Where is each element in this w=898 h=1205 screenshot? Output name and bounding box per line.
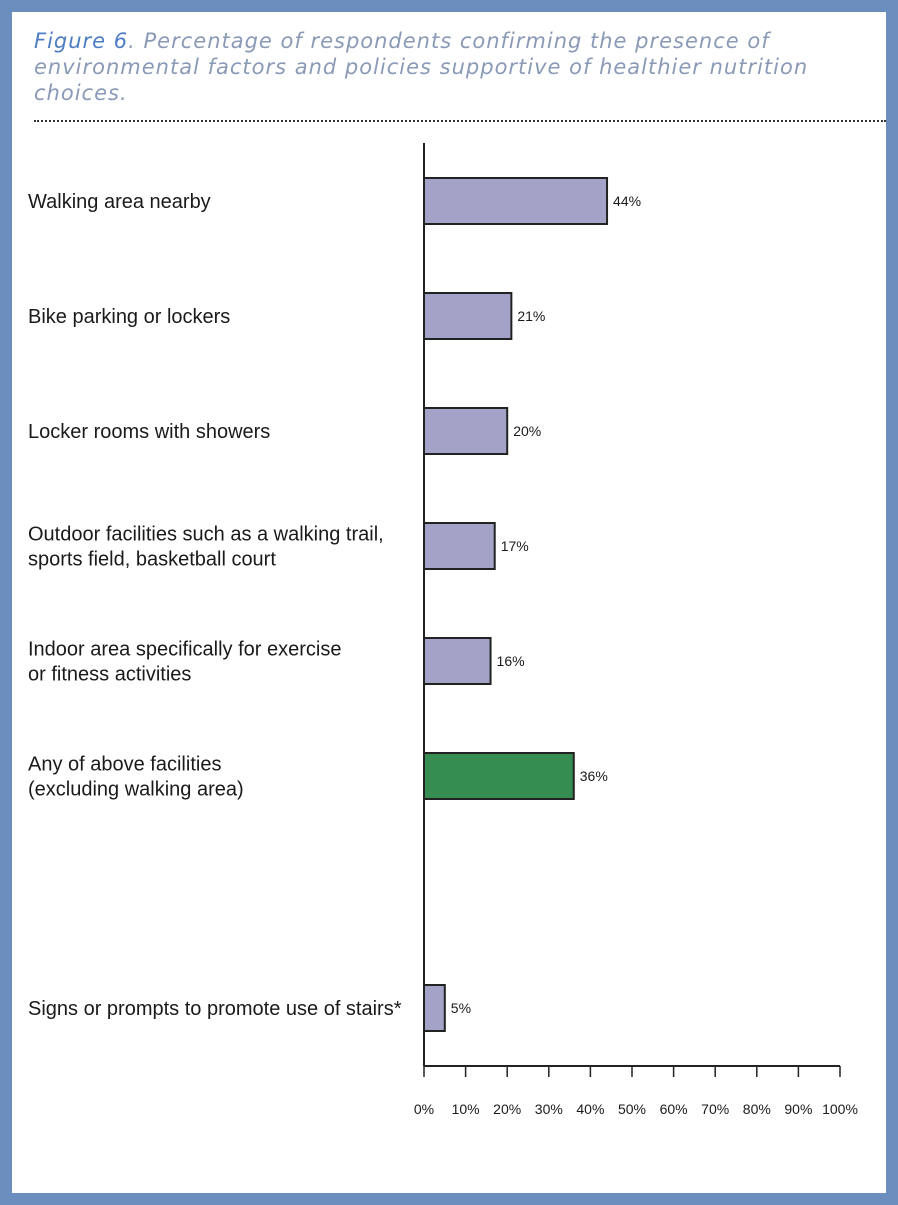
x-tick-label: 10%	[452, 1101, 480, 1117]
figure-title: Figure 6. Percentage of respondents conf…	[34, 28, 874, 106]
category-label: Signs or prompts to promote use of stair…	[28, 998, 402, 1020]
category-label-line: sports field, basketball court	[28, 549, 276, 571]
category-label: Bike parking or lockers	[28, 306, 230, 328]
bar	[423, 637, 492, 685]
category-label: Any of above facilities (excluding walkin…	[28, 754, 244, 801]
category-label-line: Outdoor facilities such as a walking tra…	[28, 524, 384, 546]
x-tick-label: 40%	[576, 1101, 604, 1117]
category-labels: Walking area nearby Bike parking or locke…	[28, 191, 402, 1020]
figure-number: Figure 6	[34, 29, 129, 53]
category-label-line: Locker rooms with showers	[28, 421, 270, 443]
value-label: 16%	[497, 653, 525, 669]
bar	[423, 984, 446, 1032]
bar	[423, 292, 513, 340]
bar	[423, 407, 509, 455]
title-divider	[34, 120, 886, 122]
category-label-line: Bike parking or lockers	[28, 306, 230, 328]
value-label: 17%	[501, 538, 529, 554]
bar	[423, 752, 575, 800]
x-tick-label: 100%	[822, 1101, 858, 1117]
x-tick-label: 90%	[784, 1101, 812, 1117]
figure-caption: . Percentage of respondents confirming t…	[34, 29, 809, 105]
x-tick-label: 50%	[618, 1101, 646, 1117]
category-label-line: or fitness activities	[28, 664, 191, 686]
x-tick-label: 60%	[660, 1101, 688, 1117]
category-label: Locker rooms with showers	[28, 421, 270, 443]
x-tick-label: 70%	[701, 1101, 729, 1117]
category-label-line: Signs or prompts to promote use of stair…	[28, 998, 402, 1020]
bars	[423, 177, 609, 1032]
x-tick-label: 30%	[535, 1101, 563, 1117]
bar	[423, 522, 496, 570]
value-label: 20%	[513, 423, 541, 439]
axes: 0% 10% 20% 30% 40% 50% 60% 70% 80% 90% 100%	[414, 143, 858, 1117]
value-label: 21%	[517, 308, 545, 324]
value-label: 5%	[451, 1000, 471, 1016]
category-label-line: Any of above facilities	[28, 754, 221, 776]
category-label-line: (excluding walking area)	[28, 779, 244, 801]
category-label-line: Walking area nearby	[28, 191, 211, 213]
x-tick-label: 80%	[743, 1101, 771, 1117]
category-label: Outdoor facilities such as a walking tra…	[28, 524, 384, 571]
category-label-line: Indoor area specifically for exercise	[28, 639, 341, 661]
category-label: Indoor area specifically for exercise or …	[28, 639, 341, 686]
x-tick-label: 0%	[414, 1101, 434, 1117]
value-label: 36%	[580, 768, 608, 784]
value-label: 44%	[613, 193, 641, 209]
category-label: Walking area nearby	[28, 191, 211, 213]
bar	[423, 177, 609, 225]
x-tick-label: 20%	[493, 1101, 521, 1117]
value-labels: 44% 21% 20% 17% 16% 36% 5%	[451, 193, 641, 1016]
